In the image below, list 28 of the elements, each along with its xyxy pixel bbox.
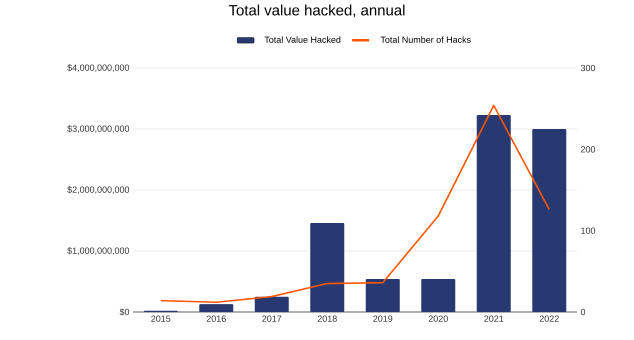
bar xyxy=(366,279,400,312)
chart-title: Total value hacked, annual xyxy=(228,4,404,18)
bar xyxy=(421,279,456,312)
x-tick-label: 2022 xyxy=(540,316,559,322)
bar xyxy=(199,304,234,312)
x-tick-label: 2017 xyxy=(262,316,282,322)
line-series xyxy=(160,104,550,304)
y2-tick-label: 200 xyxy=(580,146,596,153)
y2-tick-label: 0 xyxy=(580,308,586,316)
y-tick-label: $4,000,000,000 xyxy=(67,64,130,72)
x-tick-label: 2015 xyxy=(151,316,170,322)
bar xyxy=(476,114,511,312)
y-tick-label: $0 xyxy=(120,308,130,316)
y-tick-label: $3,000,000,000 xyxy=(67,125,130,133)
bar xyxy=(254,296,289,312)
bar xyxy=(532,129,566,312)
y2-tick-label: 100 xyxy=(581,227,596,234)
legend-label: Total Value Hacked xyxy=(264,36,340,43)
y-tick-label: $1,000,000,000 xyxy=(67,247,130,255)
x-tick-label: 2020 xyxy=(428,316,448,322)
legend-label: Total Number of Hacks xyxy=(380,36,471,43)
x-tick-label: 2018 xyxy=(318,316,337,322)
x-tick-label: 2016 xyxy=(206,316,226,322)
y-tick-label: $2,000,000,000 xyxy=(67,186,130,194)
x-tick-label: 2019 xyxy=(373,316,392,322)
bar xyxy=(310,222,344,312)
x-tick-label: 2021 xyxy=(484,316,504,322)
y2-tick-label: 300 xyxy=(580,64,596,72)
